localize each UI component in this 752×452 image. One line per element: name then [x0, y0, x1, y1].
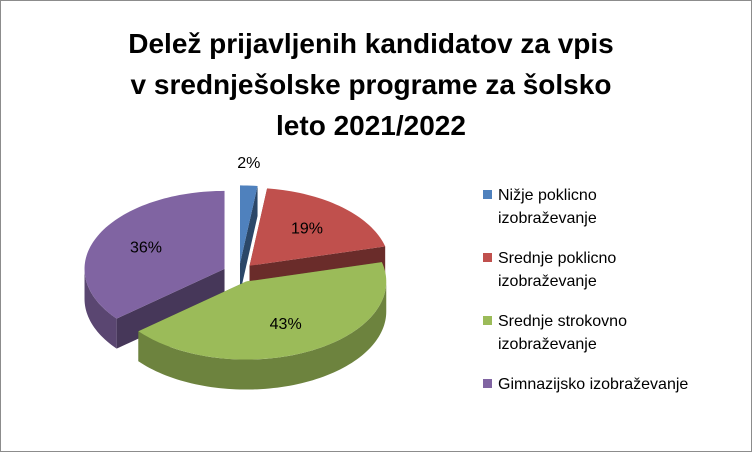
legend-swatch — [483, 190, 492, 199]
title-line: v srednješolske programe za šolsko — [130, 69, 612, 100]
slice — [84, 190, 225, 319]
legend-item: Srednje strokovno izobraževanje — [483, 310, 694, 373]
slice — [138, 262, 387, 360]
legend-item: Gimnazijsko izobraževanje — [483, 373, 694, 436]
data-label: 36% — [130, 240, 162, 257]
legend-label: Srednje poklicno izobraževanje — [498, 250, 617, 290]
legend-swatch — [483, 379, 492, 388]
title-line: Delež prijavljenih kandidatov za vpis — [128, 28, 614, 59]
data-label: 2% — [237, 155, 260, 172]
title-line: leto 2021/2022 — [276, 110, 466, 141]
slice-wall — [84, 268, 117, 349]
legend-label: Srednje strokovno izobraževanje — [498, 313, 627, 353]
legend: Nižje poklicno izobraževanje Srednje pokl… — [483, 184, 694, 436]
legend-item: Nižje poklicno izobraževanje — [483, 184, 694, 247]
legend-swatch — [483, 253, 492, 262]
legend-label: Gimnazijsko izobraževanje — [498, 376, 689, 393]
data-label: 19% — [291, 221, 323, 238]
legend-label: Nižje poklicno izobraževanje — [498, 187, 597, 227]
slice-wall — [138, 281, 387, 390]
slice — [240, 185, 258, 264]
data-label: 43% — [270, 316, 302, 333]
legend-swatch — [483, 316, 492, 325]
slice-side — [240, 186, 258, 294]
pie-area: 2% 19% 43% 36% — [84, 155, 387, 390]
slice — [249, 188, 386, 266]
slice-side — [116, 268, 225, 349]
chart-title: Delež prijavljenih kandidatov za vpis v s… — [1, 23, 741, 146]
legend-item: Srednje poklicno izobraževanje — [483, 247, 694, 310]
